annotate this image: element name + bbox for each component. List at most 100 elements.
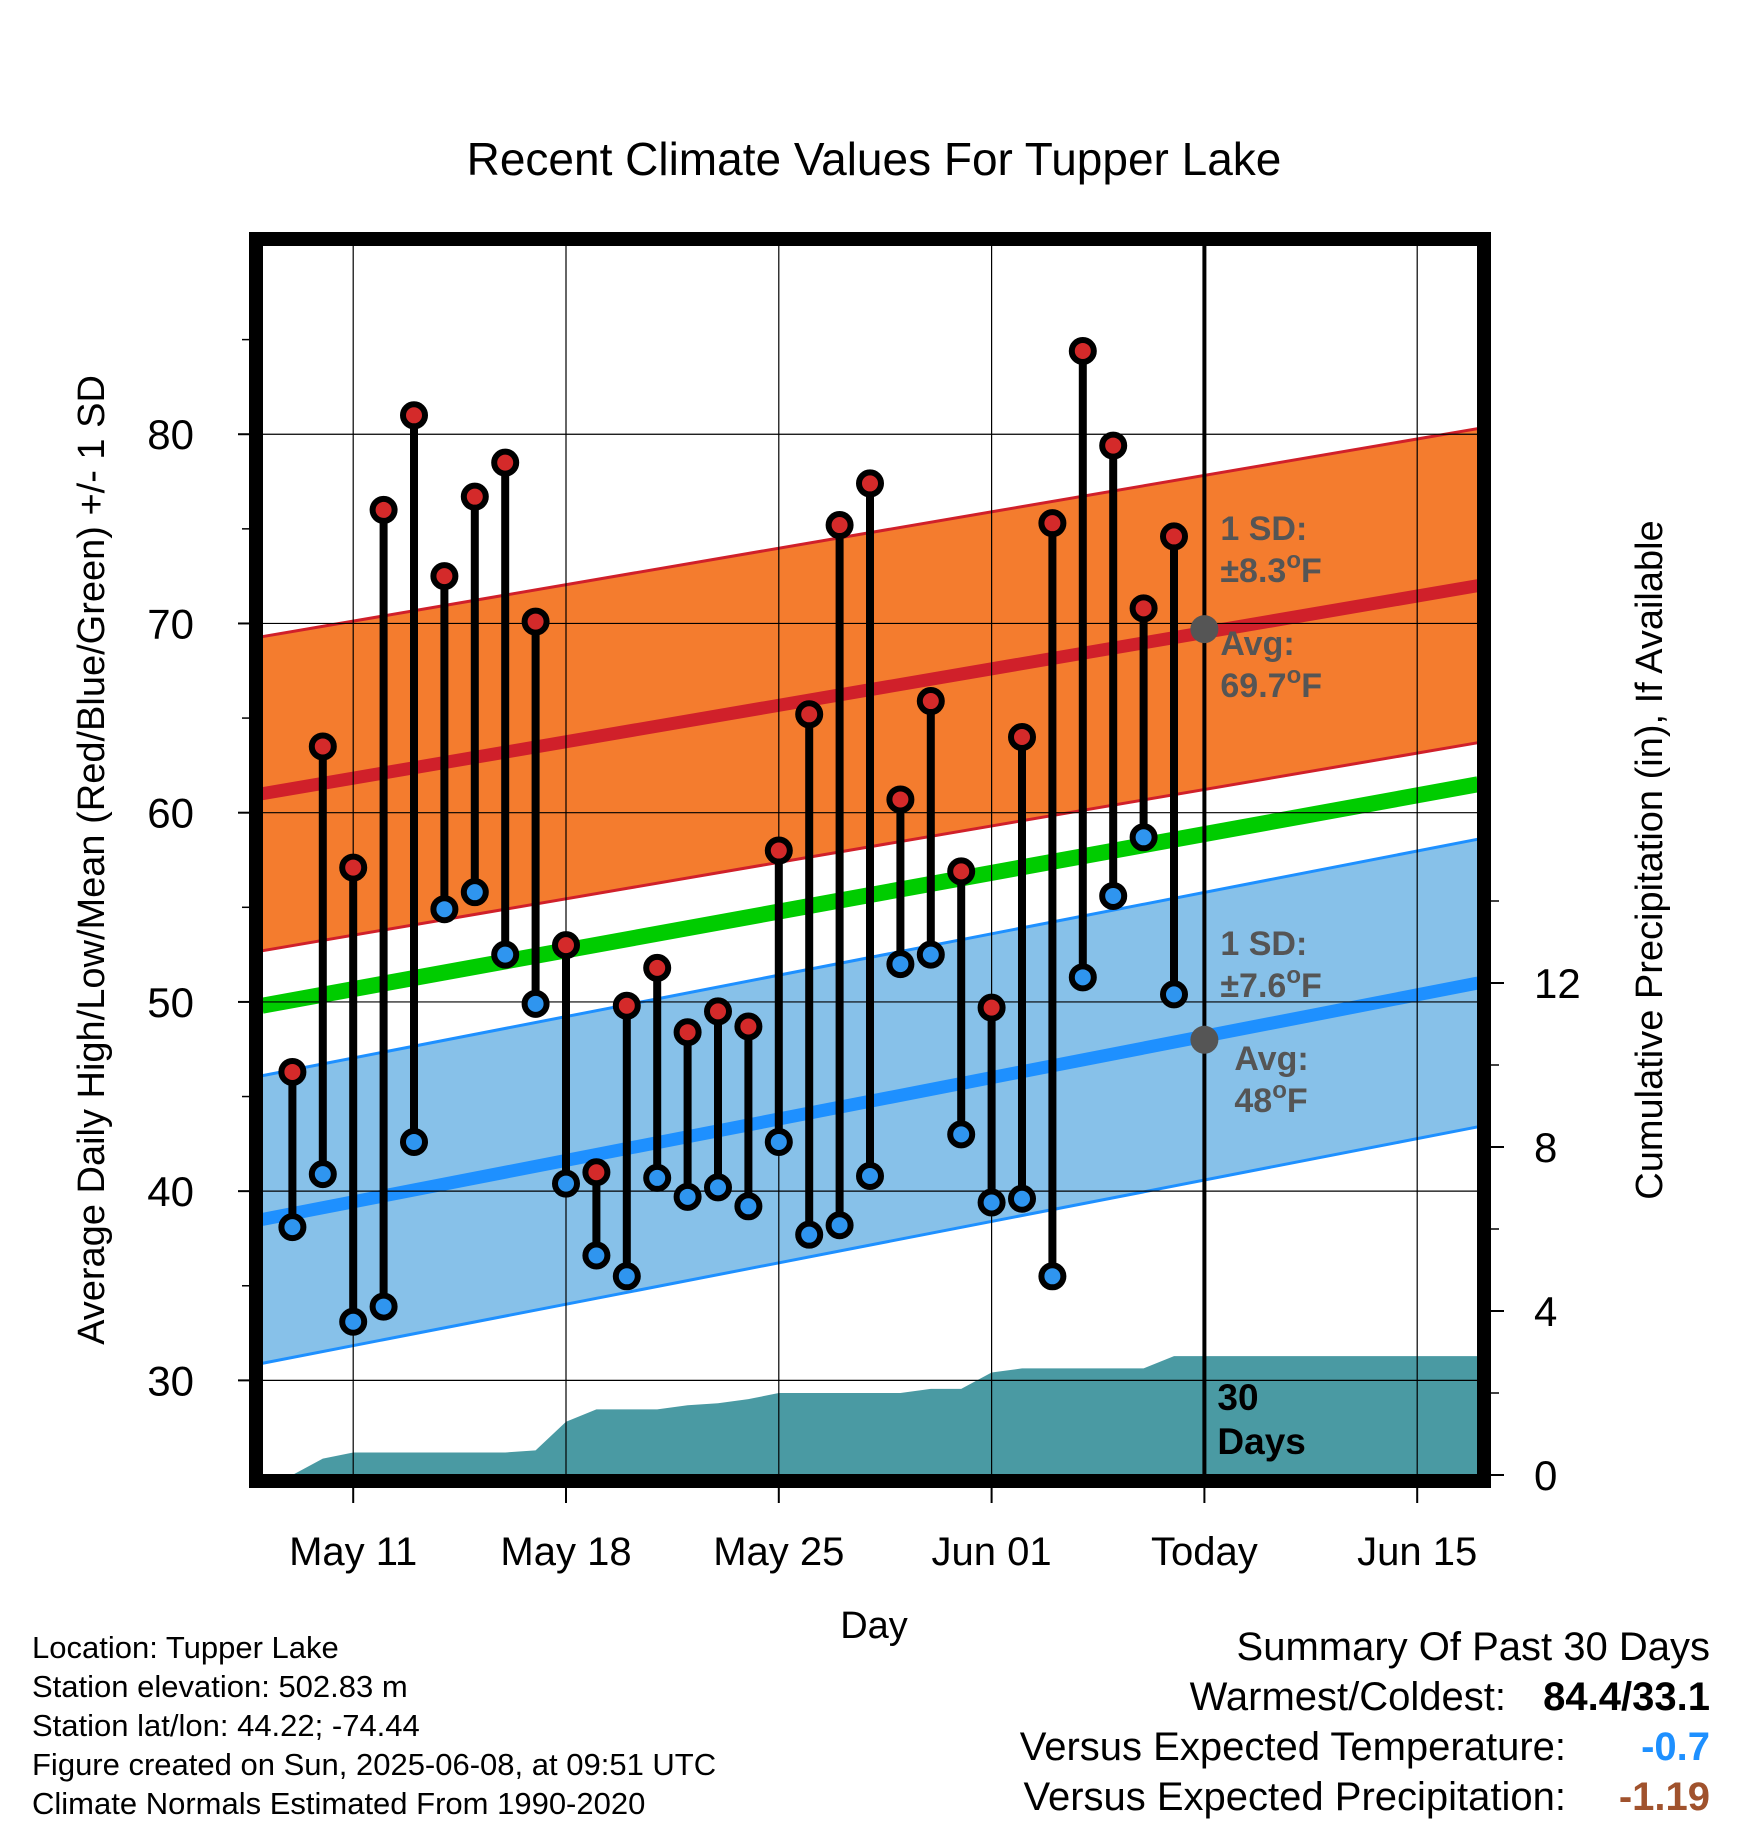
- y-left-tick-label: 50: [147, 979, 194, 1026]
- y-left-tick-label: 30: [147, 1357, 194, 1404]
- summary-title-row: Summary Of Past 30 Days: [810, 1622, 1710, 1672]
- daily-low-point: [1099, 881, 1128, 910]
- created-text: Figure created on Sun, 2025-06-08, at 09…: [32, 1747, 717, 1782]
- daily-low-point: [1160, 980, 1188, 1009]
- low-sd-value: ±7.6oF: [1220, 962, 1321, 1005]
- temp-departure-label: Versus Expected Temperature:: [1019, 1725, 1566, 1769]
- high-avg-label: Avg:: [1220, 625, 1294, 663]
- summary-panel: Summary Of Past 30 Days Warmest/Coldest:…: [810, 1622, 1710, 1822]
- daily-low-point: [977, 1188, 1006, 1217]
- location-text: Location: Tupper Lake: [32, 1630, 339, 1665]
- daily-high-point: [764, 836, 793, 865]
- daily-high-point: [1160, 522, 1188, 551]
- x-tick-label: Today: [1151, 1530, 1258, 1574]
- y-left-tick-label: 60: [147, 790, 194, 837]
- x-tick-label: May 18: [500, 1530, 631, 1574]
- y-right-tick-label: 4: [1534, 1288, 1557, 1335]
- low-avg-value: 48oF: [1234, 1077, 1307, 1120]
- daily-low-point: [612, 1262, 641, 1291]
- y-right-tick-label: 8: [1534, 1124, 1557, 1171]
- daily-high-point: [552, 931, 580, 960]
- daily-high-point: [704, 997, 732, 1026]
- daily-high-point: [521, 607, 550, 636]
- summary-title: Summary Of Past 30 Days: [1236, 1625, 1710, 1669]
- daily-low-point: [947, 1120, 976, 1149]
- daily-low-point: [1038, 1262, 1067, 1291]
- warmest-coldest-row: Warmest/Coldest: 84.4/33.1: [810, 1672, 1710, 1722]
- daily-high-point: [1099, 431, 1128, 460]
- daily-high-point: [643, 953, 672, 982]
- x-tick-label: Jun 01: [932, 1530, 1052, 1574]
- low-avg-label: Avg:: [1234, 1040, 1308, 1078]
- daily-low-point: [856, 1162, 884, 1191]
- daily-high-point: [673, 1018, 702, 1047]
- low-sd-label: 1 SD:: [1220, 925, 1307, 963]
- daily-low-point: [552, 1169, 580, 1198]
- daily-low-point: [704, 1173, 732, 1202]
- chart-title: Recent Climate Values For Tupper Lake: [467, 133, 1282, 185]
- daily-low-point: [916, 940, 945, 969]
- daily-high-point: [856, 469, 884, 498]
- daily-high-point: [308, 732, 337, 761]
- daily-low-point: [825, 1211, 854, 1240]
- daily-low-point: [1129, 823, 1158, 852]
- daily-high-point: [734, 1012, 763, 1041]
- y-axis-right-label: Cumulative Precipitation (in), If Availa…: [1629, 520, 1671, 1199]
- high-sd-value: ±8.3oF: [1220, 547, 1321, 590]
- low-sd-band-lower-edge: [261, 1125, 1479, 1365]
- daily-high-point: [916, 687, 945, 716]
- daily-high-point: [339, 853, 368, 882]
- daily-low-point: [643, 1163, 672, 1192]
- precip-departure-row: Versus Expected Precipitation: -1.19: [810, 1772, 1710, 1822]
- daily-low-point: [764, 1127, 793, 1156]
- plot-frame: [249, 232, 1491, 1488]
- y-left-tick-label: 40: [147, 1168, 194, 1215]
- daily-low-point: [430, 895, 459, 924]
- daily-low-point: [673, 1182, 702, 1211]
- daily-high-point: [612, 991, 641, 1020]
- y-left-tick-label: 80: [147, 411, 194, 458]
- daily-high-point: [582, 1158, 611, 1187]
- daily-high-point: [947, 857, 976, 886]
- daily-low-point: [1008, 1184, 1036, 1213]
- daily-high-point: [977, 993, 1006, 1022]
- y-right-tick-label: 12: [1534, 960, 1581, 1007]
- daily-low-point: [582, 1241, 611, 1270]
- daily-low-point: [400, 1127, 428, 1156]
- y-left-tick-label: 70: [147, 600, 194, 647]
- daily-high-point: [886, 785, 915, 814]
- daily-high-point: [491, 448, 520, 477]
- daily-high-point: [795, 700, 824, 729]
- today-high-avg-marker: [1190, 615, 1219, 644]
- x-axis-label: Day: [840, 1605, 908, 1647]
- station-info: Location: Tupper Lake Station elevation:…: [32, 1628, 716, 1823]
- today-low-avg-marker: [1190, 1025, 1219, 1054]
- daily-low-point: [734, 1192, 763, 1221]
- daily-low-point: [278, 1213, 307, 1242]
- x-tick-label: Jun 15: [1357, 1530, 1477, 1574]
- y-right-tick-label: 0: [1534, 1452, 1557, 1499]
- daily-high-point: [825, 511, 854, 540]
- daily-high-point: [400, 401, 428, 430]
- daily-low-point: [795, 1220, 824, 1249]
- warmest-coldest-value: 84.4/33.1: [1543, 1675, 1710, 1719]
- daily-low-point: [491, 940, 520, 969]
- precip-annotation: 30 Days: [1217, 1377, 1305, 1462]
- daily-low-point: [369, 1292, 398, 1321]
- x-tick-label: May 25: [713, 1530, 844, 1574]
- precip-area: [283, 1356, 1478, 1475]
- daily-low-point: [1068, 963, 1097, 992]
- precip-departure-label: Versus Expected Precipitation:: [1023, 1775, 1566, 1819]
- daily-low-point: [308, 1160, 337, 1189]
- latlon-text: Station lat/lon: 44.22; -74.44: [32, 1708, 420, 1743]
- x-tick-label: May 11: [289, 1530, 417, 1574]
- daily-low-point: [339, 1307, 368, 1336]
- elevation-text: Station elevation: 502.83 m: [32, 1669, 408, 1704]
- precip-departure-value: -1.19: [1618, 1775, 1710, 1819]
- temp-departure-row: Versus Expected Temperature: -0.7: [810, 1722, 1710, 1772]
- normals-text: Climate Normals Estimated From 1990-2020: [32, 1786, 646, 1821]
- daily-high-point: [1129, 594, 1158, 623]
- daily-high-point: [1038, 509, 1067, 538]
